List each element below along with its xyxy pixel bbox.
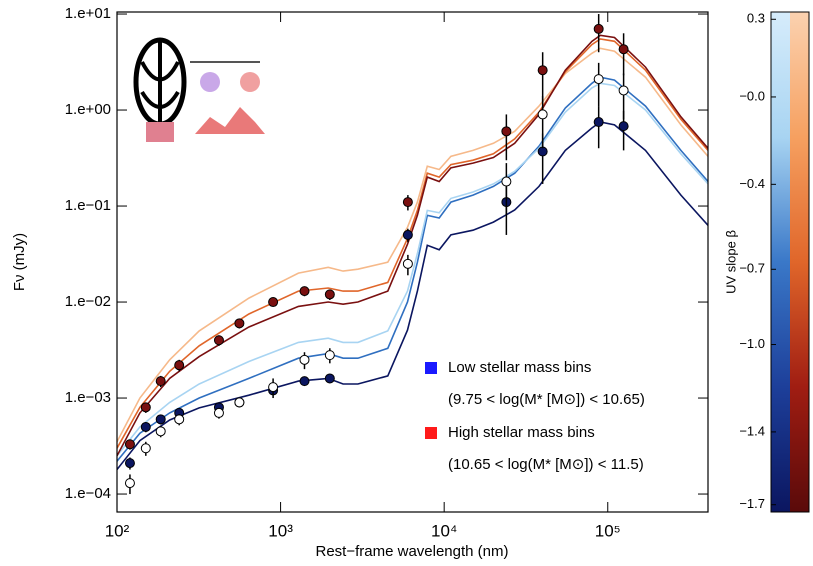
data-point bbox=[213, 407, 224, 418]
sed-line bbox=[117, 121, 708, 470]
sed-line bbox=[117, 47, 708, 443]
y-tick-label: 1.e−01 bbox=[65, 197, 111, 214]
colorbar bbox=[771, 12, 790, 512]
cigale-logo bbox=[133, 37, 265, 142]
x-tick-label: 10⁵ bbox=[595, 521, 621, 540]
colorbar-tick-label: −1.7 bbox=[739, 496, 765, 511]
data-point bbox=[618, 121, 629, 132]
data-point bbox=[299, 376, 310, 387]
data-point bbox=[234, 397, 245, 408]
data-point bbox=[537, 65, 548, 76]
legend-swatch bbox=[425, 362, 437, 374]
y-tick-label: 1.e+01 bbox=[65, 5, 111, 22]
legend-detail: (10.65 < log(M* [M⊙]) < 11.5) bbox=[448, 456, 644, 473]
legend-detail: (9.75 < log(M* [M⊙]) < 10.65) bbox=[448, 391, 645, 408]
data-point bbox=[618, 85, 629, 96]
x-tick-label: 10⁴ bbox=[431, 521, 457, 540]
data-point bbox=[324, 373, 335, 384]
y-tick-label: 1.e−03 bbox=[65, 389, 111, 406]
data-point bbox=[537, 146, 548, 157]
data-point bbox=[234, 318, 245, 329]
data-point bbox=[402, 197, 413, 208]
data-point bbox=[299, 286, 310, 297]
colorbar bbox=[790, 12, 809, 512]
data-point bbox=[593, 23, 604, 34]
y-tick-label: 1.e−04 bbox=[65, 485, 111, 502]
data-point bbox=[402, 229, 413, 240]
data-point bbox=[268, 297, 279, 308]
y-tick-label: 1.e+00 bbox=[65, 101, 111, 118]
data-point bbox=[124, 439, 135, 450]
data-point bbox=[155, 426, 166, 437]
data-point bbox=[268, 382, 279, 393]
data-point bbox=[140, 443, 151, 454]
legend-label: Low stellar mass bins bbox=[448, 359, 591, 376]
data-point bbox=[124, 458, 135, 469]
y-axis-label: Fν (mJy) bbox=[11, 233, 28, 291]
data-point bbox=[155, 414, 166, 425]
data-point bbox=[213, 335, 224, 346]
data-point bbox=[324, 289, 335, 300]
colorbar-tick-label: −0.4 bbox=[739, 176, 765, 191]
legend-label: High stellar mass bins bbox=[448, 424, 595, 441]
data-point bbox=[501, 126, 512, 137]
data-point bbox=[501, 176, 512, 187]
data-point bbox=[174, 414, 185, 425]
x-tick-label: 10² bbox=[105, 521, 130, 540]
y-tick-label: 1.e−02 bbox=[65, 293, 111, 310]
colorbar-tick-label: −0.0 bbox=[739, 88, 765, 103]
colorbar-frame bbox=[770, 11, 810, 513]
colorbar-tick-label: 0.3 bbox=[747, 11, 765, 26]
data-point bbox=[593, 117, 604, 128]
data-point bbox=[140, 402, 151, 413]
data-point bbox=[402, 258, 413, 269]
data-point bbox=[618, 44, 629, 55]
legend-swatch bbox=[425, 427, 437, 439]
x-axis-label: Rest−frame wavelength (nm) bbox=[316, 543, 509, 560]
data-point bbox=[537, 109, 548, 120]
colorbar-label: UV slope β bbox=[723, 230, 738, 294]
data-point bbox=[155, 376, 166, 387]
data-point bbox=[324, 350, 335, 361]
colorbar-tick-label: −1.4 bbox=[739, 423, 765, 438]
data-point bbox=[124, 478, 135, 489]
colorbar-tick-label: −0.7 bbox=[739, 261, 765, 276]
x-tick-label: 10³ bbox=[268, 521, 293, 540]
data-point bbox=[593, 74, 604, 85]
plot-area bbox=[117, 14, 708, 495]
sed-line bbox=[117, 38, 708, 449]
data-point bbox=[140, 421, 151, 432]
plot-frame bbox=[116, 11, 709, 513]
colorbar-tick-label: −1.0 bbox=[739, 336, 765, 351]
data-point bbox=[174, 360, 185, 371]
data-point bbox=[299, 354, 310, 365]
